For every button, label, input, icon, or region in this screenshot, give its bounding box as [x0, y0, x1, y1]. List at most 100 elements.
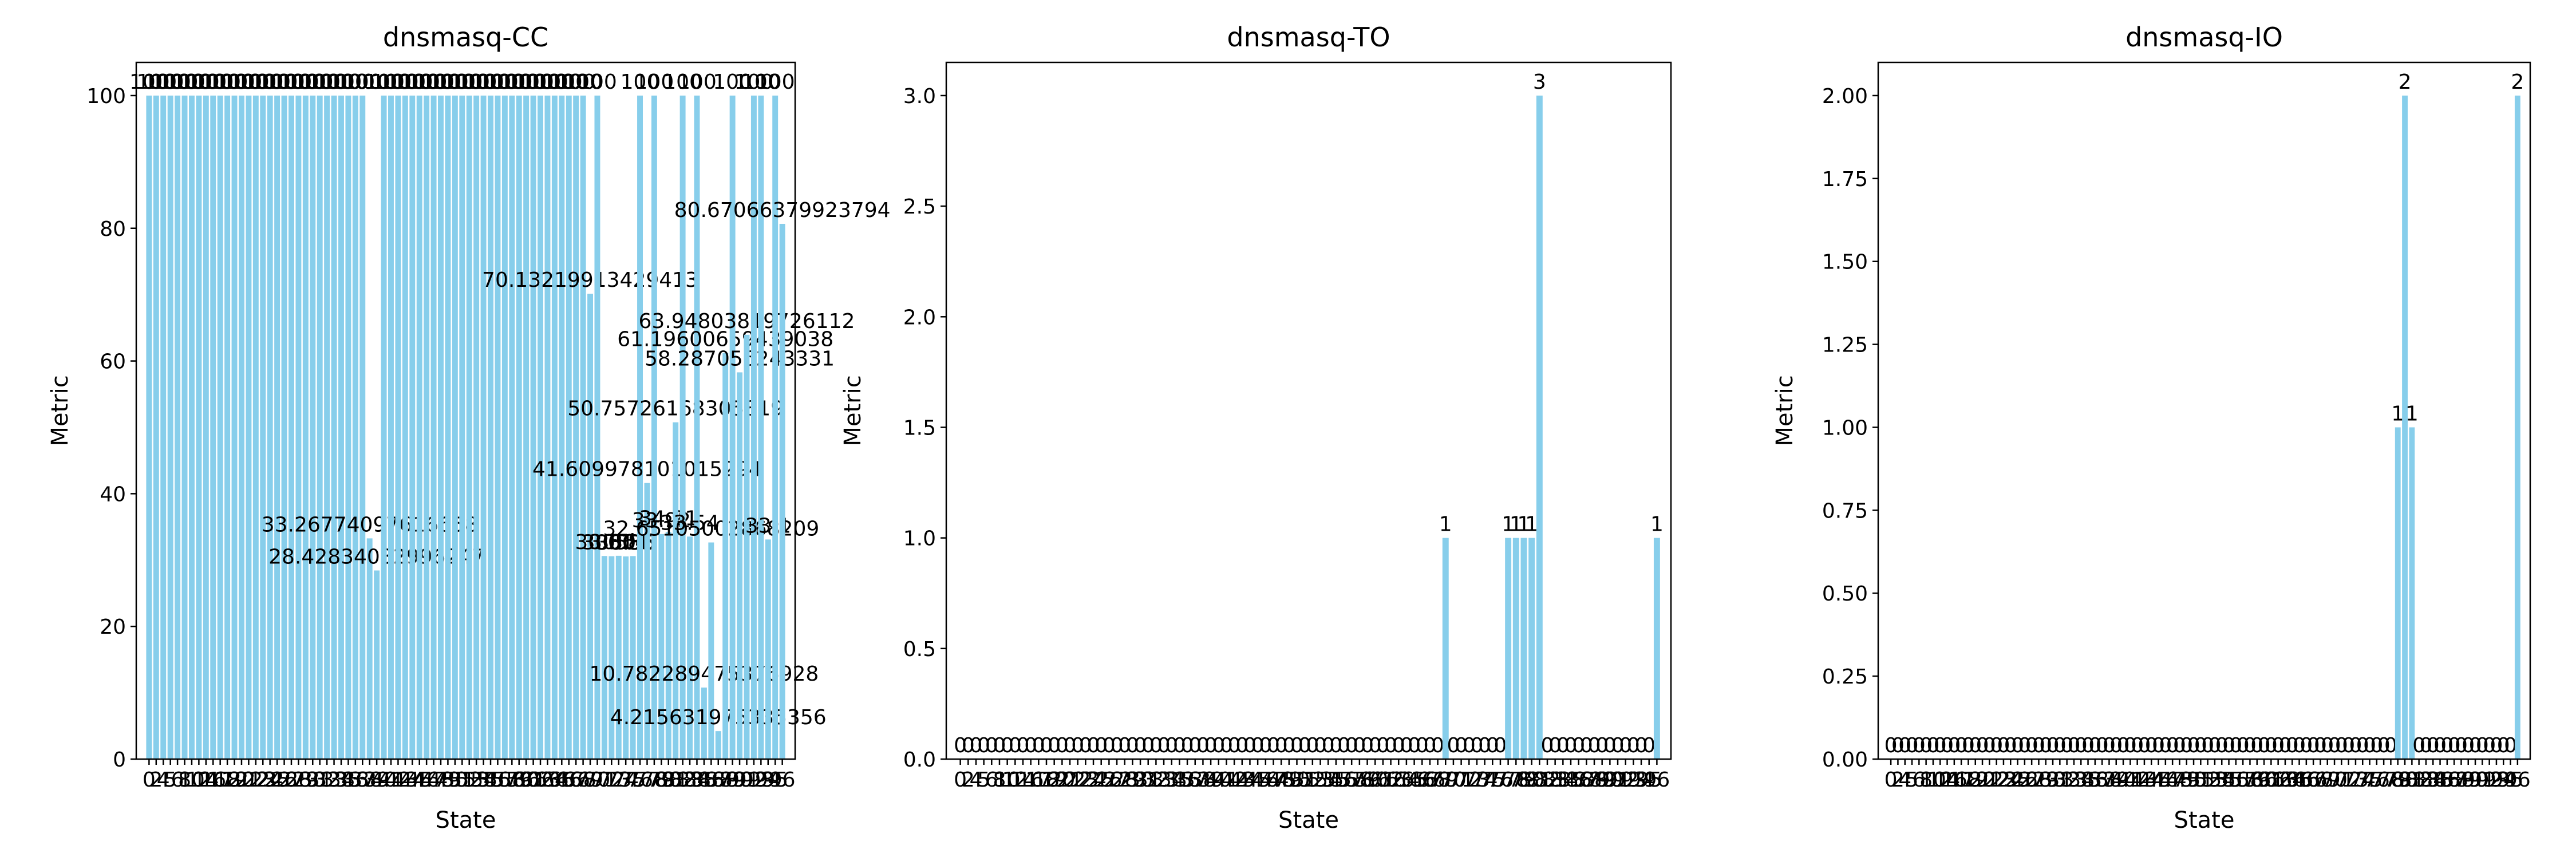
- bar: [252, 95, 259, 759]
- x-tick-label: 92: [1613, 768, 1639, 792]
- x-tick-label: 71: [1448, 768, 1475, 792]
- data-label: 0: [1376, 734, 1389, 757]
- x-tick-label: 22: [243, 768, 269, 792]
- bar: [594, 95, 600, 759]
- data-label: 0: [2342, 734, 2355, 757]
- x-tick-label: 56: [1331, 768, 1357, 792]
- x-tick-label: 58: [2237, 768, 2263, 792]
- data-label: 0: [1009, 734, 1022, 757]
- data-label: 0: [1919, 734, 1933, 757]
- data-label: 1: [2405, 402, 2419, 425]
- bar: [609, 556, 615, 759]
- x-tick-label: 30: [2040, 768, 2066, 792]
- x-tick-label: 55: [2216, 768, 2242, 792]
- x-tick-label: 53: [463, 768, 489, 792]
- bar: [1536, 95, 1543, 759]
- bar: [737, 372, 743, 759]
- data-label: 0: [2490, 734, 2503, 757]
- bar: [175, 95, 181, 759]
- data-label: 100: [172, 70, 212, 94]
- data-label: 100: [200, 70, 240, 94]
- data-label: 0: [1392, 734, 1405, 757]
- x-tick-label: 37: [2089, 768, 2115, 792]
- x-tick-label: 94: [1628, 768, 1654, 792]
- data-label: 100: [293, 70, 333, 94]
- data-label: 0: [1416, 734, 1429, 757]
- data-label: 100: [478, 70, 517, 94]
- data-label: 70.13219913429413: [482, 268, 698, 292]
- x-tick-label: 89: [720, 768, 746, 792]
- bar: [715, 731, 721, 759]
- data-label: 100: [400, 70, 439, 94]
- data-label: 0: [1290, 734, 1303, 757]
- x-tick-label: 87: [1573, 768, 1599, 792]
- data-label: 100: [322, 70, 361, 94]
- bar: [765, 539, 771, 759]
- data-label: 0: [1369, 734, 1382, 757]
- x-tick-label: 83: [677, 768, 703, 792]
- x-tick-label: 39: [364, 768, 390, 792]
- x-tick-label: 85: [691, 768, 717, 792]
- data-label: 100: [151, 70, 190, 94]
- bar: [324, 95, 330, 759]
- data-label: 100: [635, 70, 674, 94]
- bar: [673, 422, 679, 759]
- bar: [722, 353, 729, 759]
- data-label: 100: [513, 70, 553, 94]
- data-label: 0: [2314, 734, 2327, 757]
- data-label: 30.58: [582, 531, 641, 555]
- bar: [424, 95, 430, 759]
- x-tick-label: 95: [1636, 768, 1662, 792]
- data-label: 0: [1361, 734, 1374, 757]
- x-tick-label: 64: [2279, 768, 2305, 792]
- bar: [516, 95, 522, 759]
- x-tick-label: 75: [1479, 768, 1506, 792]
- x-tick-label: 65: [548, 768, 575, 792]
- x-tick-label: 42: [1221, 768, 1247, 792]
- x-tick-label: 74: [2349, 768, 2376, 792]
- data-label: 0: [1048, 734, 1061, 757]
- data-label: 0: [1941, 734, 1954, 757]
- x-tick-label: 18: [1033, 768, 1060, 792]
- data-label: 100: [485, 70, 525, 94]
- bar: [238, 95, 244, 759]
- data-label: 100: [229, 70, 268, 94]
- x-tick-label: 54: [2208, 768, 2235, 792]
- data-label: 0: [1306, 734, 1319, 757]
- data-label: 0: [2088, 734, 2101, 757]
- data-label: 0: [2046, 734, 2060, 757]
- bar: [687, 536, 693, 759]
- bar: [630, 556, 636, 759]
- bar: [167, 95, 173, 759]
- x-tick-label: 0: [954, 768, 967, 792]
- data-label: 0: [1548, 734, 1562, 757]
- data-label: 0: [1103, 734, 1116, 757]
- bar: [196, 95, 202, 759]
- data-label: 0: [1408, 734, 1421, 757]
- data-label: 0: [1431, 734, 1444, 757]
- data-label: 1: [1439, 513, 1452, 536]
- x-tick-label: 85: [1558, 768, 1584, 792]
- data-label: 0: [2328, 734, 2341, 757]
- bar: [501, 95, 508, 759]
- x-tick-label: 49: [1276, 768, 1302, 792]
- x-tick-label: 96: [1643, 768, 1670, 792]
- x-tick-label: 61: [520, 768, 547, 792]
- data-label: 0: [1990, 734, 2003, 757]
- y-tick-label: 2.5: [903, 195, 936, 219]
- bar: [1505, 538, 1512, 759]
- data-label: 100: [243, 70, 283, 94]
- bar: [701, 688, 707, 759]
- x-tick-label: 51: [1291, 768, 1318, 792]
- data-label: 0: [1282, 734, 1295, 757]
- y-tick-label: 1.0: [903, 527, 936, 551]
- bar: [480, 95, 487, 759]
- data-label: 100: [179, 70, 219, 94]
- x-tick-label: 35: [2075, 768, 2101, 792]
- data-label: 0: [1001, 734, 1014, 757]
- data-label: 0: [2201, 734, 2214, 757]
- data-label: 0: [2075, 734, 2088, 757]
- x-tick-label: 86: [2434, 768, 2460, 792]
- bar: [374, 570, 380, 759]
- data-label: 0: [1997, 734, 2010, 757]
